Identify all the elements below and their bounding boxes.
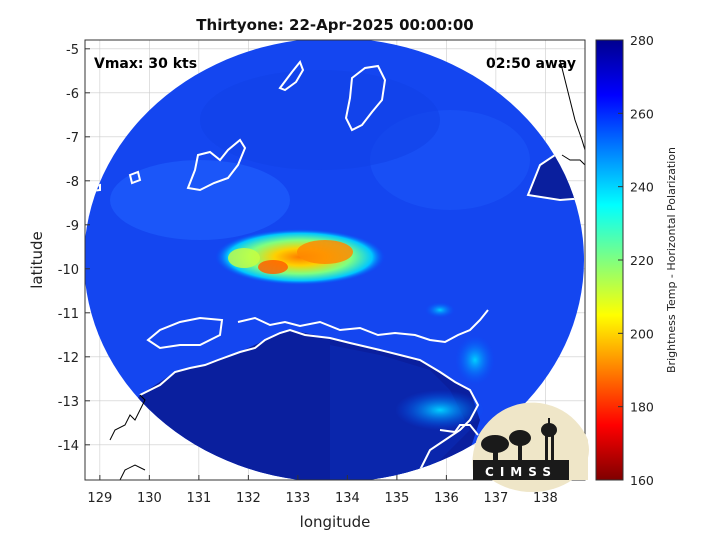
x-tick-label: 138: [533, 491, 558, 506]
cimss-logo: CIMSS: [472, 402, 589, 492]
x-tick-label: 137: [483, 491, 508, 506]
y-tick-label: -14: [58, 439, 79, 454]
x-tick-label: 136: [434, 491, 459, 506]
x-axis-label: longitude: [300, 513, 371, 531]
colorbar-tick-label: 160: [630, 473, 654, 488]
logo-tower-icon: [541, 418, 557, 460]
x-tick-label: 129: [87, 491, 112, 506]
ocean-mottle: [110, 160, 290, 240]
logo-dish-icon: [481, 430, 531, 460]
cold-core: [258, 260, 288, 274]
x-tick-label: 132: [236, 491, 261, 506]
y-tick-label: -13: [58, 395, 79, 410]
coastline-black: [109, 59, 585, 480]
cold-core: [228, 248, 260, 268]
time-away-annotation: 02:50 away: [486, 56, 576, 72]
y-axis-label: latitude: [28, 231, 46, 289]
coastal-cyan-patch: [395, 390, 485, 430]
x-tick-label: 133: [285, 491, 310, 506]
colorbar-ticks: 280 260 240 220 200 180 160: [618, 33, 654, 488]
colorbar-tick-label: 260: [630, 106, 654, 121]
logo-banner: [473, 460, 569, 480]
vmax-annotation: Vmax: 30 kts: [94, 56, 197, 72]
colorbar-tick-label: 240: [630, 180, 654, 195]
x-tick-label: 135: [384, 491, 409, 506]
x-tick-label: 131: [186, 491, 211, 506]
swath-image: [85, 40, 584, 480]
x-axis-ticks: 129 130 131 132 133 134 135 136 137 138: [87, 475, 558, 506]
axes-frame: [84, 39, 586, 481]
colorbar-tick-label: 220: [630, 253, 654, 268]
y-tick-label: -11: [58, 307, 79, 322]
colorbar-tick-label: 200: [630, 326, 654, 341]
colorbar-label: Brightness Temp - Horizontal Polarizatio…: [665, 147, 678, 373]
y-axis-ticks: -5 -6 -7 -8 -9 -10 -11 -12 -13 -14: [58, 43, 90, 454]
y-tick-label: -7: [66, 131, 79, 146]
ocean-mottle: [200, 70, 440, 170]
chart-title: Thirtyone: 22-Apr-2025 00:00:00: [196, 16, 473, 34]
y-tick-label: -8: [66, 175, 79, 190]
x-tick-label: 134: [335, 491, 360, 506]
y-tick-label: -10: [58, 263, 79, 278]
coastal-cyan-patch: [455, 335, 495, 385]
y-tick-label: -9: [66, 219, 79, 234]
cold-core: [297, 240, 353, 264]
y-tick-label: -6: [66, 87, 79, 102]
y-tick-label: -12: [58, 351, 79, 366]
y-tick-label: -5: [66, 43, 79, 58]
colorbar-tick-label: 180: [630, 400, 654, 415]
colorbar-tick-label: 280: [630, 33, 654, 48]
coastal-cyan-patch: [425, 302, 455, 318]
logo-text: CIMSS: [485, 465, 557, 479]
x-tick-label: 130: [137, 491, 162, 506]
